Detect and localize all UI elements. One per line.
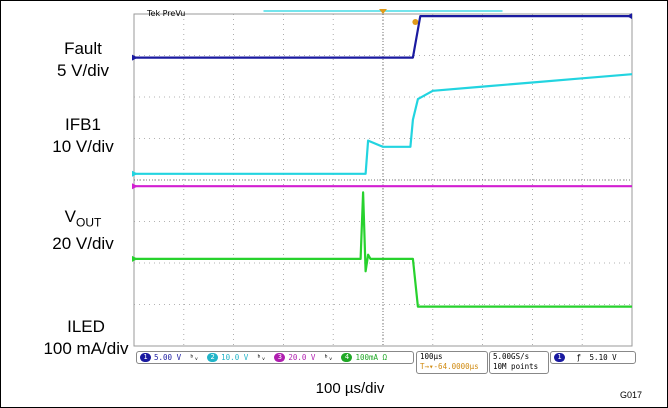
trigger-position: -64.0000µs bbox=[433, 362, 479, 371]
iled-trace bbox=[134, 191, 632, 308]
ifb1-trace bbox=[134, 73, 633, 175]
ch3-badge: 3 bbox=[274, 353, 286, 362]
fault-trace bbox=[134, 15, 632, 59]
sample-rate: 5.00GS/s bbox=[493, 352, 530, 361]
trigger-marker-icon bbox=[379, 9, 387, 14]
scope-title: Tek PreVu bbox=[147, 9, 186, 18]
bw-icon-3: ᵇᵥ bbox=[323, 353, 333, 362]
channel-marker-icon bbox=[132, 54, 138, 61]
ifb1-label: IFB1 10 V/div bbox=[52, 115, 114, 156]
timebase-box: 100µs T→▾-64.0000µs bbox=[416, 351, 488, 374]
scope-screen bbox=[132, 8, 637, 350]
bw-icon-1: ᵇᵥ bbox=[189, 353, 199, 362]
ch3-scale: 20.0 V bbox=[288, 353, 316, 362]
trigger-position-icon: T→▾ bbox=[420, 362, 434, 371]
trigger-point-icon bbox=[412, 19, 419, 25]
trigger-level: 5.10 V bbox=[589, 353, 617, 362]
channel-marker-icon bbox=[132, 183, 138, 190]
x-axis-label: 100 µs/div bbox=[315, 380, 385, 397]
channel-settings: 1 5.00 V ᵇᵥ 2 10.0 V ᵇᵥ 3 20.0 V ᵇᵥ 4 100mA … bbox=[136, 351, 414, 364]
ch4-badge: 4 bbox=[341, 353, 353, 362]
vout-label-sub: OUT bbox=[76, 215, 102, 230]
timebase-value: 100µs bbox=[420, 352, 443, 361]
vout-label: VOUT 20 V/div bbox=[52, 207, 114, 254]
record-length: 10M points bbox=[493, 362, 539, 371]
bw-icon-2: ᵇᵥ bbox=[256, 353, 266, 362]
ch4-scale: 100mA Ω bbox=[355, 353, 388, 362]
ch2-scale: 10.0 V bbox=[221, 353, 249, 362]
trigger-source-badge: 1 bbox=[554, 353, 565, 362]
fault-label: Fault 5 V/div bbox=[57, 39, 109, 80]
channel-marker-icon bbox=[132, 255, 138, 262]
status-bar: 1 5.00 V ᵇᵥ 2 10.0 V ᵇᵥ 3 20.0 V ᵇᵥ 4 100mA … bbox=[132, 348, 637, 374]
acquisition-box: 5.00GS/s 10M points bbox=[489, 351, 549, 374]
trigger-level-marker-icon bbox=[627, 13, 632, 20]
ch1-scale: 5.00 V bbox=[154, 353, 182, 362]
figure-id: G017 bbox=[620, 390, 643, 400]
rising-edge-icon: ƒ bbox=[576, 353, 582, 362]
ch1-badge: 1 bbox=[140, 353, 151, 362]
ch2-badge: 2 bbox=[207, 353, 219, 362]
vout-label-main: V bbox=[64, 207, 76, 226]
trigger-box: 1 ƒ 5.10 V bbox=[550, 351, 636, 364]
iled-label: ILED 100 mA/div bbox=[43, 317, 129, 358]
channel-marker-icon bbox=[132, 170, 138, 177]
scope-plot bbox=[132, 9, 633, 347]
